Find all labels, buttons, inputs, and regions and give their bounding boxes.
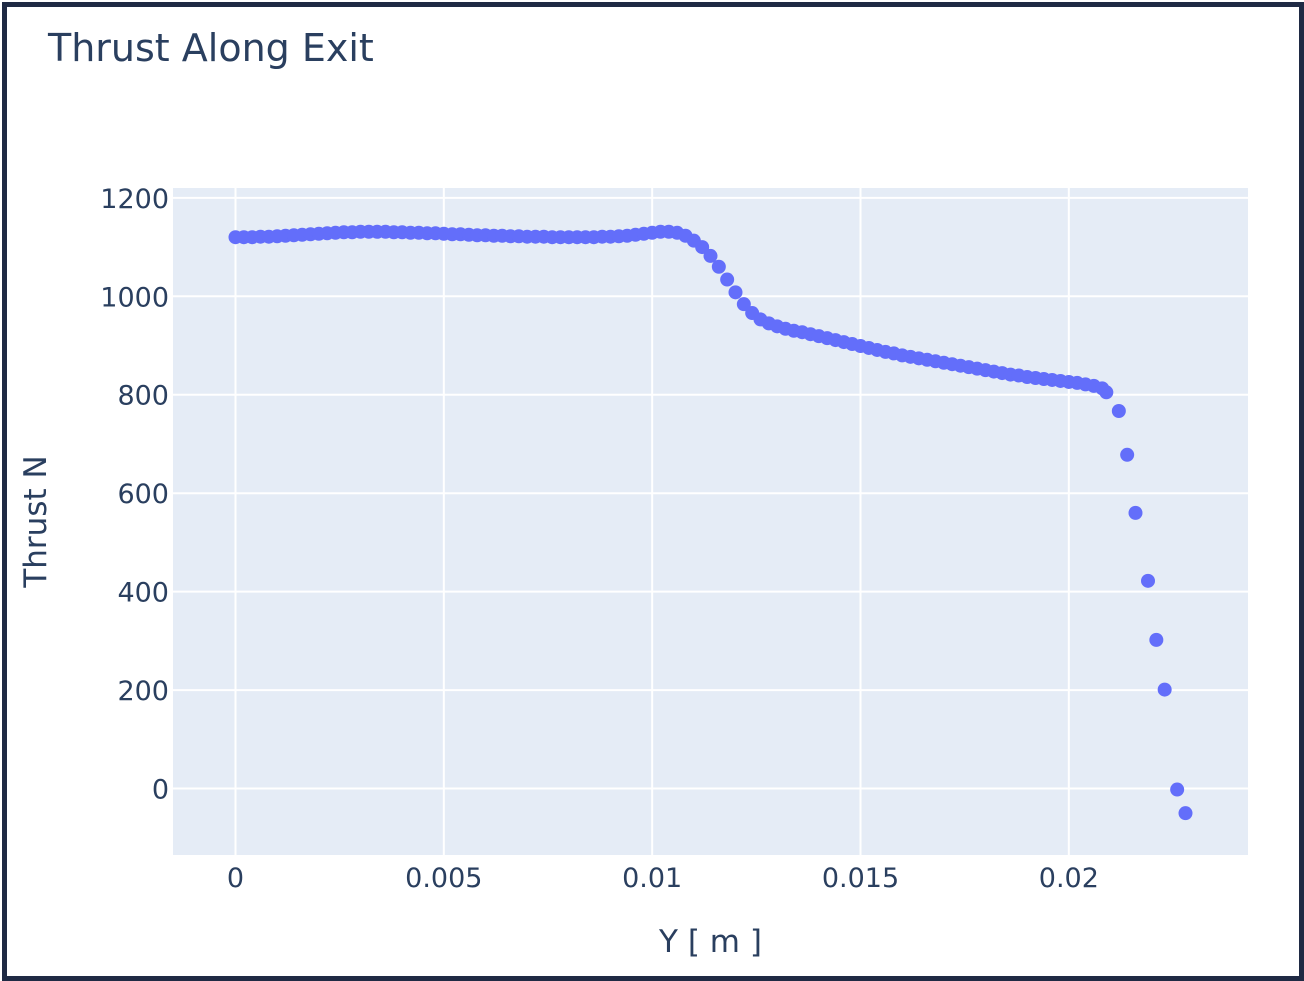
y-tick-label: 0	[152, 775, 169, 806]
data-points	[228, 224, 1193, 821]
data-point	[711, 259, 726, 274]
data-point	[1120, 447, 1135, 462]
y-tick-label: 600	[117, 479, 169, 510]
data-point	[1141, 573, 1155, 588]
y-tick-label: 1000	[100, 282, 169, 313]
y-tick-label: 1200	[100, 184, 169, 215]
data-point	[1178, 806, 1193, 821]
x-tick-label: 0.02	[1039, 863, 1099, 894]
y-tick-label: 800	[117, 381, 169, 412]
x-tick-label: 0.015	[822, 863, 899, 894]
x-axis-title: Y [ m ]	[658, 924, 762, 960]
data-point	[1170, 782, 1185, 797]
data-point	[1157, 682, 1172, 697]
data-point	[720, 272, 735, 287]
data-point	[703, 248, 718, 263]
data-point	[1128, 505, 1143, 520]
data-point	[695, 240, 710, 255]
grid-lines	[173, 188, 1248, 855]
plot-area	[173, 188, 1248, 855]
x-tick-label: 0.005	[405, 863, 482, 894]
data-point	[736, 297, 751, 312]
x-tick-label: 0.01	[622, 863, 682, 894]
data-point	[1099, 385, 1114, 400]
x-tick-label: 0	[227, 863, 244, 894]
data-point	[1149, 632, 1164, 647]
data-point	[1111, 403, 1126, 418]
y-tick-label: 200	[117, 676, 169, 707]
chart-title: Thrust Along Exit	[48, 26, 374, 70]
x-tick-labels: 0 0.005 0.01 0.015 0.02	[227, 863, 1099, 894]
y-tick-label: 400	[117, 578, 169, 609]
y-axis-title: Thrust N	[18, 455, 54, 588]
data-point	[728, 285, 743, 300]
y-tick-labels: 0 200 400 600 800 1000 1200	[100, 184, 169, 806]
